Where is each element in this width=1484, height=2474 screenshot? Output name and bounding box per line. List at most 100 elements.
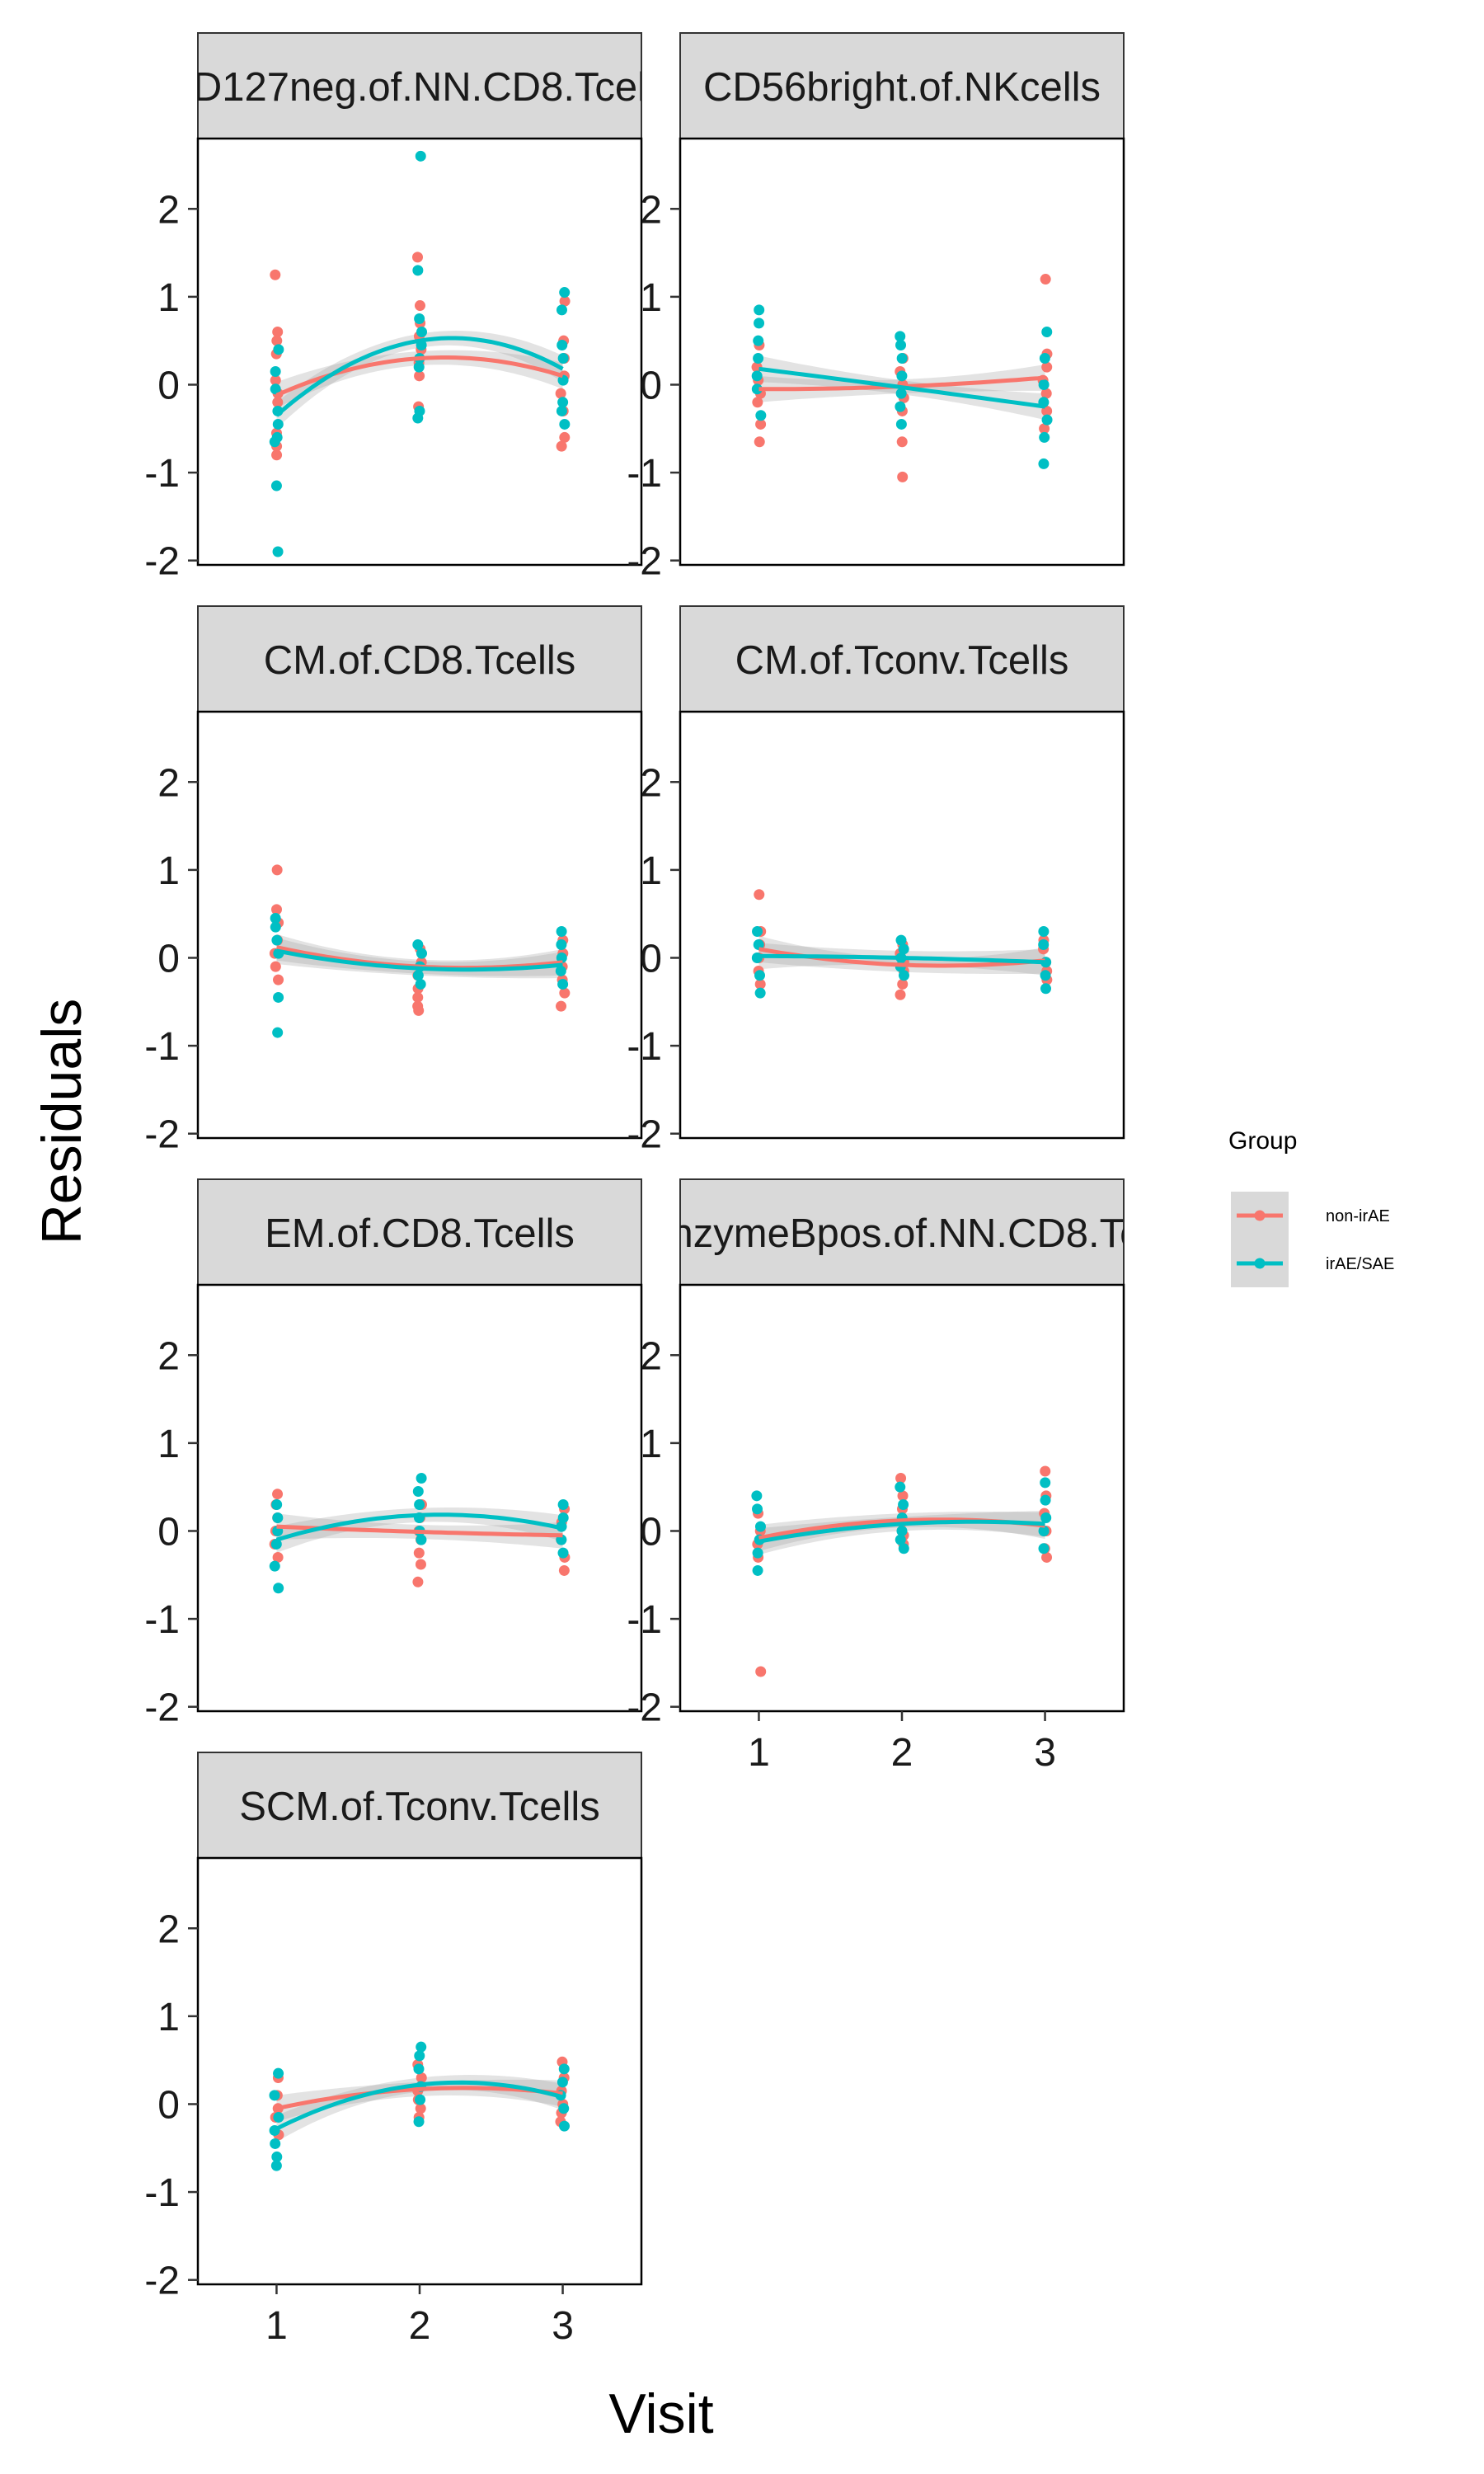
data-point [754,436,765,448]
facet-strip-label: CD56bright.of.NKcells [703,65,1101,110]
data-point [1040,1465,1051,1477]
data-point [898,943,909,955]
y-tick-label: 1 [640,276,662,320]
smooth-line [758,1519,1045,1544]
data-point [415,1559,426,1570]
y-tick-label: -1 [627,1598,662,1642]
data-point [751,383,763,395]
data-point [559,987,571,999]
data-point [752,1503,763,1515]
data-point [556,340,568,351]
panel-border [196,710,643,1140]
data-point [273,2111,284,2123]
data-point [414,313,425,325]
y-tick-label: -1 [627,452,662,496]
data-point [415,2094,426,2105]
x-axis-title: Visit [608,2382,713,2445]
data-point [556,2077,568,2088]
data-point [269,2090,280,2101]
data-point [557,978,569,990]
facet-panel: CM.of.Tconv.Tcells -2 -1 0 1 2 [627,605,1125,1157]
panels-layer: CD127neg.of.NN.CD8.Tcells-2-1012CD56brig… [144,32,1200,2348]
data-point [556,1000,567,1012]
data-point [272,397,284,408]
data-point [413,1547,425,1559]
y-tick-label: -1 [144,1598,180,1642]
facet-panel: SCM.of.Tconv.Tcells -2 -1 0 1 2 1 2 3 [144,1752,643,2348]
x-tick-label: 2 [409,2304,431,2348]
data-point [271,335,283,346]
data-point [273,1583,284,1594]
data-point [1040,1512,1052,1523]
data-point [895,388,907,399]
legend-entry-label: irAE/SAE [1326,1255,1394,1273]
y-tick-label: -2 [627,1113,662,1157]
data-point [559,431,571,443]
data-point [558,2103,570,2114]
data-point [897,978,909,990]
y-tick-label: -2 [627,540,662,584]
facet-panel: GranzymeBpos.of.NN.CD8.Tcells -2 -1 0 1 2 1 2 3 [603,1178,1200,1775]
data-point [416,948,427,959]
data-point [416,1473,427,1484]
data-point [415,150,426,162]
data-point [1039,431,1050,443]
data-point [412,1576,424,1587]
y-tick-label: 2 [640,761,662,805]
data-point [272,1512,284,1523]
data-point [559,295,571,307]
data-point [273,991,284,1003]
data-point [272,327,284,338]
data-point [896,436,908,448]
data-point [896,370,908,382]
data-point [272,1027,284,1038]
smooth-line [758,366,1045,409]
data-point [413,1004,425,1016]
y-tick-label: 2 [157,761,180,805]
data-point [271,1498,283,1510]
data-point [752,925,763,937]
data-point [273,2067,284,2079]
data-point [895,331,906,342]
data-point [412,1486,424,1498]
data-point [752,1564,763,1576]
data-point [412,938,424,950]
data-point [271,449,283,461]
data-point [755,418,767,430]
data-point [270,365,281,377]
data-point [557,397,569,408]
data-point [270,921,281,933]
data-point [556,440,567,452]
data-point [1041,361,1053,373]
data-point [559,2120,571,2132]
y-tick-label: 0 [640,364,662,407]
data-point [1040,1477,1051,1489]
data-point [1041,414,1053,426]
data-point [270,1538,282,1550]
y-axis-title: Residuals [31,999,93,1245]
facet-strip-label: GranzymeBpos.of.NN.CD8.Tcells [603,1211,1200,1256]
data-point [556,925,567,937]
data-point [897,1490,909,1502]
x-tick-label: 1 [265,2304,288,2348]
smooth-line [758,953,1045,965]
data-point [897,471,909,482]
data-point [414,370,425,382]
data-point [270,383,281,395]
y-tick-label: 0 [157,937,180,981]
y-tick-label: 1 [157,1423,180,1466]
data-point [270,2160,282,2171]
y-tick-label: -2 [627,1686,662,1730]
legend-key-point [1254,1258,1266,1269]
data-point [1038,1543,1050,1554]
data-point [1040,970,1051,981]
y-tick-label: 0 [157,2083,180,2127]
legend-entry-label: non-irAE [1326,1207,1390,1225]
panel-border [679,710,1125,1140]
smooth-line [276,948,563,972]
facet-strip-label: EM.of.CD8.Tcells [265,1211,575,1256]
data-point [272,1489,284,1500]
data-point [556,952,567,963]
data-point [1038,458,1050,469]
